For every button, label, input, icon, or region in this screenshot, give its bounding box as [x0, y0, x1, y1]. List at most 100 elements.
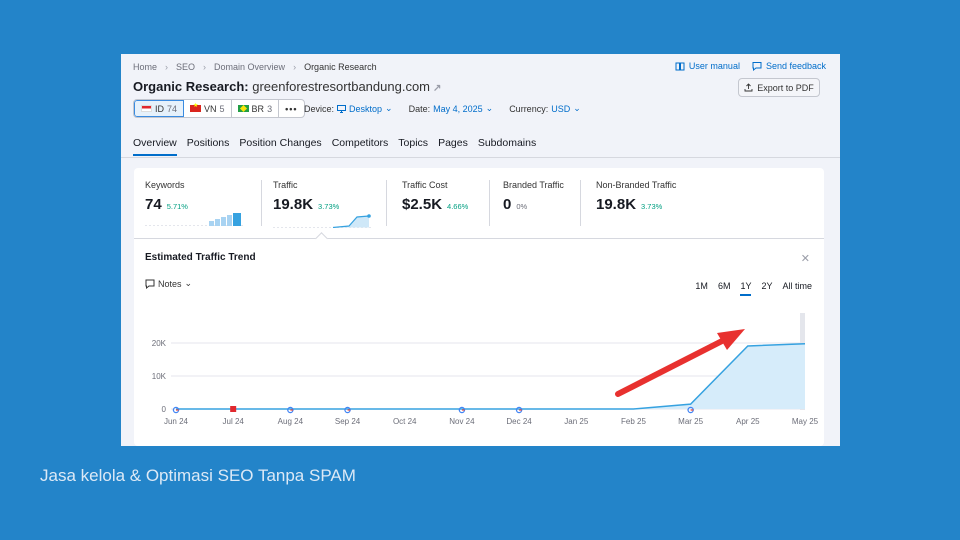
breadcrumb-seo[interactable]: SEO — [176, 62, 196, 72]
range-6m[interactable]: 6M — [717, 281, 731, 291]
spark-bar — [227, 215, 232, 226]
chevron-right-icon: › — [165, 62, 169, 72]
feedback-icon — [752, 62, 762, 71]
metric-label: Keywords — [145, 180, 185, 190]
semrush-screenshot: Home › SEO › Domain Overview › Organic R… — [121, 54, 840, 446]
overview-card: Keywords 74 5.71% Traffic 19.8K 3.73% — [134, 168, 824, 446]
metric-traffic[interactable]: Traffic 19.8K 3.73% — [273, 180, 339, 213]
metric-value: 0 — [503, 196, 512, 213]
close-icon[interactable]: ✕ — [800, 253, 810, 265]
tab-position-changes[interactable]: Position Changes — [239, 137, 322, 149]
note-icon — [145, 279, 155, 289]
chevron-down-icon: ⌄ — [184, 278, 193, 288]
metric-keywords[interactable]: Keywords 74 5.71% — [145, 180, 188, 213]
tab-pages[interactable]: Pages — [438, 137, 468, 149]
desktop-icon — [337, 104, 347, 113]
metric-change: 3.73% — [641, 202, 663, 211]
database-code: BR — [251, 103, 265, 114]
traffic-sparkline — [273, 214, 372, 228]
note-flag-icon — [230, 406, 237, 412]
send-feedback-link[interactable]: Send feedback — [752, 61, 826, 71]
y-tick-label: 10K — [152, 372, 167, 381]
book-icon — [675, 62, 685, 71]
x-tick-label: Apr 25 — [736, 417, 760, 426]
chevron-right-icon: › — [203, 62, 207, 72]
tab-subdomains[interactable]: Subdomains — [477, 137, 537, 149]
x-tick-label: Oct 24 — [393, 417, 417, 426]
page-title-label: Organic Research: — [133, 79, 249, 94]
metric-non-branded-traffic[interactable]: Non-Branded Traffic 19.8K 3.73% — [596, 180, 676, 213]
indonesia-flag-icon — [141, 105, 152, 112]
chevron-right-icon: › — [293, 62, 297, 72]
metric-divider — [580, 180, 581, 226]
metric-divider — [489, 180, 490, 226]
traffic-trend-chart: 0 10K 20K Jun 24 Jul 24 Aug 24 Sep 24 Oct 24 Nov… — [121, 182, 819, 446]
device-label: Device: — [304, 103, 335, 114]
tab-overview[interactable]: Overview — [133, 137, 177, 156]
metric-change: 5.71% — [166, 202, 188, 211]
metric-divider — [386, 180, 387, 226]
breadcrumb-organic-research: Organic Research — [304, 62, 377, 72]
filters: Device: Desktop ⌄ Date: May 4, 2025 ⌄ Cu… — [304, 103, 581, 114]
annotation-arrowhead — [717, 329, 745, 350]
spark-bar — [221, 217, 226, 226]
user-manual-link[interactable]: User manual — [675, 61, 740, 71]
send-feedback-label: Send feedback — [765, 61, 826, 71]
export-pdf-label: Export to PDF — [757, 82, 814, 93]
spark-bar — [215, 219, 220, 226]
range-1m[interactable]: 1M — [695, 281, 708, 291]
metric-divider — [261, 180, 262, 226]
spacer — [121, 182, 618, 446]
breadcrumb-home[interactable]: Home — [133, 62, 158, 72]
range-1y[interactable]: 1Y — [740, 281, 752, 296]
google-update-icon — [172, 406, 180, 414]
tab-competitors[interactable]: Competitors — [331, 137, 389, 149]
chevron-down-icon: ⌄ — [385, 103, 393, 113]
notes-dropdown[interactable]: Notes ⌄ — [145, 278, 192, 289]
range-all-time[interactable]: All time — [782, 281, 812, 291]
page-title: Organic Research: greenforestresortbandu… — [133, 79, 441, 94]
database-code: ID — [155, 103, 164, 114]
database-count: 74 — [167, 103, 178, 114]
currency-filter[interactable]: Currency: USD ⌄ — [509, 103, 581, 114]
y-tick-label: 0 — [162, 405, 167, 414]
x-tick-label: Jun 24 — [164, 417, 189, 426]
database-vn[interactable]: VN 5 — [184, 100, 232, 117]
x-tick-label: Feb 25 — [621, 417, 646, 426]
metric-label: Traffic Cost — [402, 180, 448, 190]
trend-title: Estimated Traffic Trend — [145, 252, 256, 263]
brazil-flag-icon — [237, 105, 249, 112]
metric-traffic-cost[interactable]: Traffic Cost $2.5K 4.66% — [402, 180, 468, 213]
currency-value: USD — [551, 103, 571, 114]
breadcrumb: Home › SEO › Domain Overview › Organic R… — [133, 62, 377, 72]
tabs: Overview Positions Position Changes Comp… — [133, 137, 536, 156]
tabs-divider — [121, 157, 840, 158]
metric-label: Traffic — [273, 180, 298, 190]
date-filter[interactable]: Date: May 4, 2025 ⌄ — [409, 103, 494, 114]
metric-change: 0% — [516, 202, 528, 211]
database-br[interactable]: BR 3 — [232, 100, 280, 117]
y-tick-label: 20K — [152, 339, 167, 348]
x-tick-label: May 25 — [792, 417, 819, 426]
page-title-domain[interactable]: greenforestresortbandung.com — [252, 79, 431, 94]
x-tick-label: Jul 24 — [223, 417, 245, 426]
tab-topics[interactable]: Topics — [398, 137, 429, 149]
range-2y[interactable]: 2Y — [761, 281, 773, 291]
more-databases-button[interactable]: ••• — [285, 103, 298, 114]
date-label: Date: — [408, 103, 431, 114]
tab-positions[interactable]: Positions — [186, 137, 230, 149]
chevron-down-icon: ⌄ — [485, 103, 494, 113]
vietnam-flag-icon — [190, 102, 202, 112]
top-links: User manual Send feedback — [675, 61, 826, 71]
breadcrumb-domain-overview[interactable]: Domain Overview — [214, 62, 286, 72]
database-id[interactable]: ID 74 — [134, 100, 185, 117]
device-filter[interactable]: Device: Desktop ⌄ — [304, 103, 393, 114]
spark-bar — [209, 221, 214, 226]
export-pdf-button[interactable]: Export to PDF — [738, 78, 820, 97]
external-link-icon[interactable]: ↗ — [433, 83, 442, 94]
metric-change: 4.66% — [447, 202, 469, 211]
metric-branded-traffic[interactable]: Branded Traffic 0 0% — [503, 180, 564, 213]
x-tick-label: Nov 24 — [449, 417, 475, 426]
spacer — [121, 182, 618, 446]
estimated-traffic-trend-panel: Estimated Traffic Trend ✕ Notes ⌄ 1M 6M … — [134, 238, 824, 446]
